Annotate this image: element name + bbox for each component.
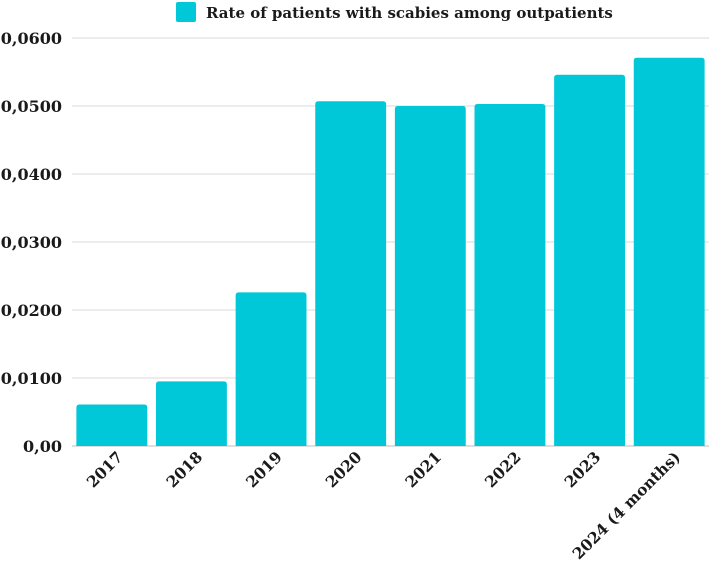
bar-2023 (554, 74, 625, 446)
bar-2017 (76, 404, 148, 446)
y-tick-label: 0,0600 (1, 29, 62, 48)
y-tick-label: 0,0100 (1, 369, 62, 388)
bar-2021 (394, 106, 466, 446)
bar-series (76, 57, 705, 447)
bar-2022 (474, 103, 546, 447)
y-tick-label: 0,0400 (1, 165, 62, 184)
x-tick-label: 2021 (401, 447, 445, 491)
y-gridlines (72, 37, 709, 447)
y-tick-label: 0,00 (23, 437, 62, 456)
y-tick-label: 0,0500 (1, 97, 62, 116)
chart-legend: Rate of patients with scabies among outp… (176, 2, 613, 22)
legend-label: Rate of patients with scabies among outp… (206, 4, 613, 22)
bar-2018 (156, 381, 227, 446)
x-tick-label: 2022 (481, 447, 525, 491)
x-tick-label: 2017 (83, 447, 127, 491)
x-tick-label: 2019 (242, 447, 286, 491)
bar-2019 (235, 292, 307, 446)
bar-2020 (315, 101, 387, 447)
x-tick-label: 2023 (560, 447, 604, 491)
bar-2024-4-months (633, 57, 705, 446)
legend-swatch (176, 2, 196, 22)
y-axis: 0,00 0,0100 0,0200 0,0300 0,0400 0,0500 0,0600 (1, 29, 62, 456)
x-tick-label: 2020 (322, 447, 366, 491)
x-tick-label: 2018 (162, 447, 206, 491)
y-tick-label: 0,0300 (1, 233, 62, 252)
y-tick-label: 0,0200 (1, 301, 62, 320)
